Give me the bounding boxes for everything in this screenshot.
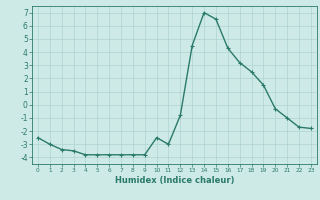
X-axis label: Humidex (Indice chaleur): Humidex (Indice chaleur) — [115, 176, 234, 185]
